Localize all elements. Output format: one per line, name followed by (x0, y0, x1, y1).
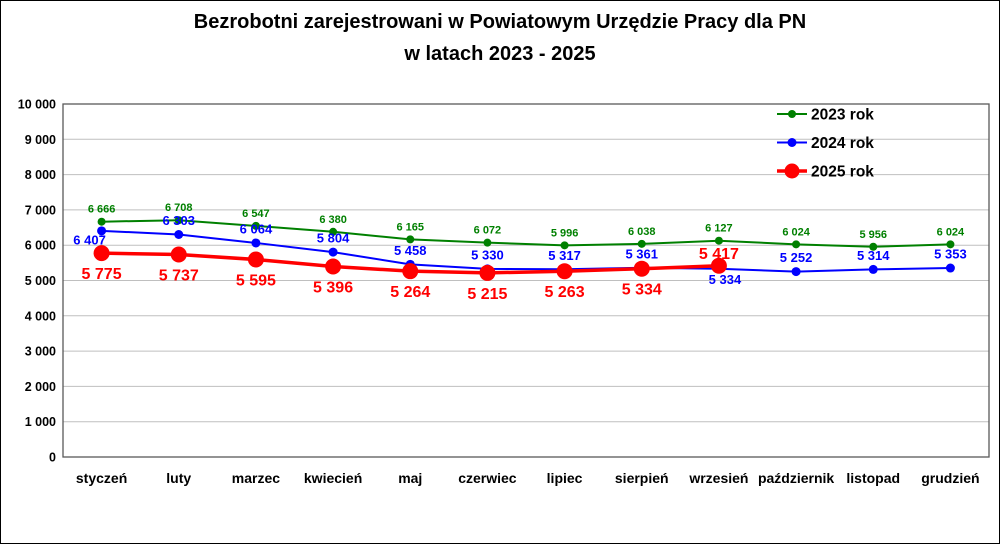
y-axis-label: 0 (49, 451, 56, 465)
data-point-marker (325, 258, 342, 275)
x-axis-label: sierpień (615, 470, 669, 486)
x-axis-label: listopad (846, 470, 900, 486)
data-point-label: 6 024 (937, 226, 965, 238)
data-point-label: 5 361 (625, 246, 658, 261)
legend-marker (787, 138, 797, 147)
series-line-2024-rok (101, 229, 951, 273)
data-point-label: 5 252 (780, 250, 813, 265)
data-point-label: 5 317 (548, 248, 581, 263)
data-point-label: 6 380 (319, 214, 347, 226)
data-point-label: 5 314 (857, 248, 890, 263)
x-axis-label: październik (758, 470, 834, 486)
data-point-marker (93, 245, 110, 262)
y-axis-label: 1 000 (25, 415, 56, 429)
x-axis-label: styczeń (76, 470, 127, 486)
data-point-marker (633, 260, 650, 277)
x-axis-label: grudzień (921, 470, 979, 486)
x-axis-label: maj (398, 470, 422, 486)
data-point-label: 5 263 (545, 284, 585, 301)
data-point-marker (556, 263, 573, 280)
legend-label: 2025 rok (811, 164, 874, 181)
data-point-label: 6 127 (705, 223, 733, 235)
x-axis-label: czerwiec (458, 470, 517, 486)
data-point-label: 6 407 (73, 232, 106, 247)
legend-marker (784, 163, 800, 179)
y-axis-label: 7 000 (25, 203, 56, 217)
x-axis-label: wrzesień (688, 470, 748, 486)
data-point-label: 5 330 (471, 247, 504, 262)
data-point-marker (170, 246, 187, 263)
data-point-marker (328, 247, 338, 257)
data-point-label: 5 737 (159, 267, 199, 284)
plot-border (62, 103, 990, 458)
data-point-marker (97, 217, 106, 226)
data-point-label: 5 595 (236, 272, 276, 289)
data-point-label: 6 072 (474, 225, 502, 237)
data-point-marker (868, 264, 878, 274)
data-point-marker (710, 257, 727, 274)
data-point-marker (869, 242, 878, 251)
y-axis-label: 5 000 (25, 274, 56, 288)
data-point-marker (251, 221, 260, 230)
data-point-label: 5 353 (934, 247, 967, 262)
data-point-marker (483, 238, 492, 247)
x-axis-label: lipiec (547, 470, 583, 486)
series-line-2023-rok (101, 219, 951, 248)
data-point-marker (792, 240, 801, 249)
data-point-marker (560, 241, 569, 250)
chart-title-line2: w latach 2023 - 2025 (404, 43, 596, 65)
data-point-marker (174, 216, 183, 225)
data-point-label: 5 775 (82, 266, 122, 283)
data-point-marker (406, 235, 415, 244)
chart-title-line1: Bezrobotni zarejestrowani w Powiatowym U… (193, 11, 807, 33)
data-point-label: 5 956 (859, 229, 887, 241)
legend-marker (788, 110, 796, 118)
data-point-marker (714, 236, 723, 245)
data-point-label: 5 996 (551, 227, 579, 239)
data-point-label: 6 024 (782, 226, 810, 238)
data-point-marker (637, 239, 646, 248)
data-point-label: 6 064 (240, 221, 273, 236)
data-point-marker (945, 263, 955, 273)
data-point-label: 5 215 (467, 286, 507, 303)
data-point-marker (97, 226, 107, 236)
data-point-label: 5 458 (394, 243, 427, 258)
data-point-marker (174, 230, 184, 240)
data-point-label: 6 708 (165, 202, 193, 214)
data-point-marker (479, 264, 496, 281)
data-point-marker (329, 227, 338, 236)
data-point-label: 5 804 (317, 231, 350, 246)
x-axis-label: luty (166, 470, 191, 486)
x-axis-label: kwiecień (304, 470, 362, 486)
data-point-label: 6 303 (162, 213, 195, 228)
y-axis-label: 2 000 (25, 380, 56, 394)
data-point-label: 5 396 (313, 280, 353, 297)
data-point-marker (946, 240, 955, 249)
data-point-label: 5 264 (390, 284, 430, 301)
legend-label: 2024 rok (811, 135, 874, 152)
data-point-label: 5 334 (622, 282, 662, 299)
y-axis-label: 8 000 (25, 168, 56, 182)
y-axis-label: 9 000 (25, 133, 56, 147)
data-point-label: 5 334 (709, 272, 742, 287)
legend-label: 2023 rok (811, 107, 874, 124)
data-point-label: 6 666 (88, 204, 116, 216)
data-point-marker (791, 267, 801, 277)
data-point-marker (251, 238, 261, 248)
y-axis-label: 4 000 (25, 309, 56, 323)
data-point-label: 6 547 (242, 208, 270, 220)
y-axis-label: 6 000 (25, 239, 56, 253)
y-axis-label: 3 000 (25, 345, 56, 359)
data-point-label: 6 038 (628, 226, 656, 238)
x-axis-label: marzec (232, 470, 280, 486)
y-axis-label: 10 000 (18, 98, 56, 112)
data-point-label: 6 165 (396, 221, 424, 233)
data-point-label: 5 417 (699, 246, 739, 263)
data-point-marker (247, 251, 264, 268)
chart-title: Bezrobotni zarejestrowani w Powiatowym U… (1, 6, 999, 70)
data-point-marker (402, 263, 419, 280)
